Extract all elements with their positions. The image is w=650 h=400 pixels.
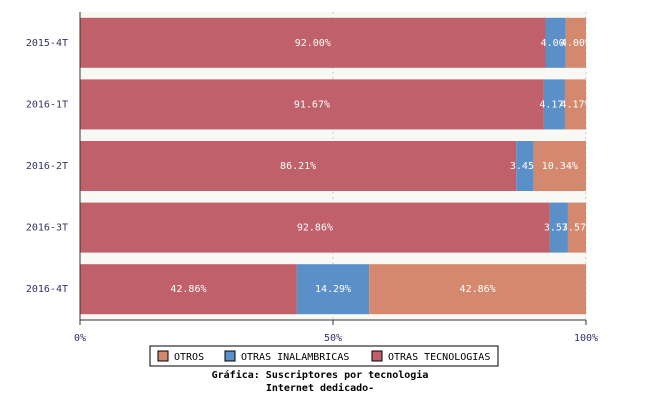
value-label: 4.00%	[541, 38, 571, 49]
bar-segment	[80, 202, 550, 253]
bar-segment	[80, 264, 297, 315]
legend-label: OTROS	[174, 352, 204, 363]
x-tick-label: 100%	[574, 333, 598, 344]
y-tick-label: 2016-1T	[26, 99, 68, 110]
legend-swatch	[371, 350, 383, 362]
legend-box	[149, 345, 499, 367]
y-tick-label: 2016-2T	[26, 161, 68, 172]
bar-segment	[80, 141, 517, 191]
value-label: 86.21%	[280, 161, 316, 172]
legend-swatch	[224, 350, 236, 362]
bar-segment	[296, 264, 370, 315]
bar-segment	[564, 79, 587, 130]
bar-segment	[80, 79, 544, 130]
value-label: 4.17%	[539, 99, 569, 110]
bar-segment	[80, 17, 546, 68]
bar-segment	[369, 264, 587, 315]
value-label: 92.00%	[295, 38, 331, 49]
bar-segment	[549, 202, 568, 253]
value-label: 14.29%	[315, 284, 351, 295]
value-label: 3.45%	[510, 161, 540, 172]
value-label: 4.17%	[560, 99, 590, 110]
value-label: 42.86%	[170, 284, 206, 295]
value-label: 10.34%	[542, 161, 578, 172]
legend-label: OTRAS TECNOLOGIAS	[388, 352, 490, 363]
legend-swatch	[157, 350, 169, 362]
bar-segment	[533, 141, 586, 191]
y-tick-label: 2016-3T	[26, 223, 68, 234]
value-label: 3.57%	[544, 223, 574, 234]
bar-segment	[565, 17, 586, 68]
y-tick-label: 2015-4T	[26, 38, 68, 49]
value-label: 91.67%	[294, 99, 330, 110]
x-tick-label: 50%	[324, 333, 342, 344]
value-label: 3.57%	[562, 223, 592, 234]
legend-label: OTRAS INALAMBRICAS	[241, 352, 349, 363]
value-label: 42.86%	[460, 284, 496, 295]
bar-segment	[543, 79, 565, 130]
value-label: 92.86%	[297, 223, 333, 234]
bar-segment	[516, 141, 534, 191]
bar-segment	[545, 17, 566, 68]
bar-segment	[567, 202, 586, 253]
chart-subtitle: Internet dedicado-	[266, 382, 374, 394]
chart-title: Gráfica: Suscriptores por tecnologia	[212, 369, 429, 381]
value-label: 4.00%	[561, 38, 591, 49]
x-tick-label: 0%	[74, 333, 86, 344]
y-tick-label: 2016-4T	[26, 284, 68, 295]
